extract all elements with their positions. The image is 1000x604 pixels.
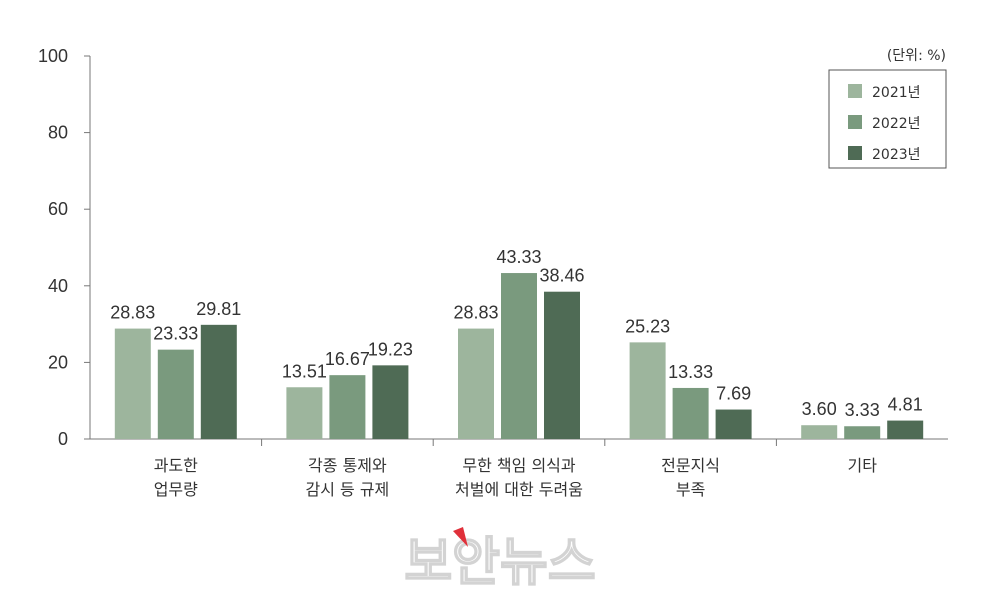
legend-swatch [848,146,862,160]
y-tick-label: 80 [48,123,68,143]
legend-label: 2021년 [872,85,921,101]
legend-swatch [848,84,862,98]
data-label: 38.46 [539,266,584,286]
legend-swatch [848,115,862,129]
bar [372,365,409,439]
watermark-accent-mark [453,527,468,547]
data-label: 3.33 [845,400,880,420]
bar [844,426,881,439]
y-tick-label: 0 [58,429,68,449]
bar [629,342,666,439]
category-label: 전문지식 [661,456,720,475]
category-label: 무한 책임 의식과 [462,456,575,475]
x-axis [90,438,948,446]
category-label: 과도한 [154,456,198,475]
data-label: 23.33 [153,324,198,344]
data-label: 16.67 [325,349,370,369]
category-label: 각종 통제와 [308,456,387,475]
data-label: 7.69 [716,384,751,404]
category-label: 부족 [676,480,705,499]
bar [672,387,709,439]
data-label: 13.33 [668,362,713,382]
unit-note: (단위: %) [887,48,946,64]
bar [887,420,924,439]
data-label: 28.83 [110,303,155,323]
data-label: 29.81 [196,299,241,319]
y-tick-label: 20 [48,352,68,372]
bar [329,375,366,439]
data-labels: 28.8323.3329.8113.5116.6719.2328.8343.33… [110,247,922,420]
legend-label: 2022년 [872,116,921,132]
bar [200,324,237,439]
legend-label: 2023년 [872,147,921,163]
bar [715,409,752,439]
data-label: 3.60 [802,399,837,419]
category-label: 업무량 [154,480,198,499]
category-label: 감시 등 규제 [306,480,390,499]
watermark-text: 보안뉴스 [404,533,595,593]
y-axis: 0 20 40 60 80 100 [38,46,91,449]
data-label: 13.51 [282,361,327,381]
category-label: 처벌에 대한 두려움 [455,480,583,499]
legend: 2021년 2022년 2023년 [828,69,947,169]
bar [501,273,537,439]
bars [114,273,924,439]
bar [114,328,151,439]
bar [544,291,580,439]
category-label: 기타 [847,456,877,475]
data-label: 43.33 [496,247,541,267]
y-tick-label: 60 [48,199,68,219]
data-label: 25.23 [625,316,670,336]
bar [801,425,838,439]
y-tick-label: 100 [38,46,68,66]
data-label: 4.81 [888,395,923,415]
y-tick-label: 40 [48,276,68,296]
bar [458,328,494,439]
bar [286,387,323,439]
bar [157,349,194,439]
data-label: 19.23 [368,339,413,359]
data-label: 28.83 [453,303,498,323]
watermark-logo: 보안뉴스 [404,527,596,594]
